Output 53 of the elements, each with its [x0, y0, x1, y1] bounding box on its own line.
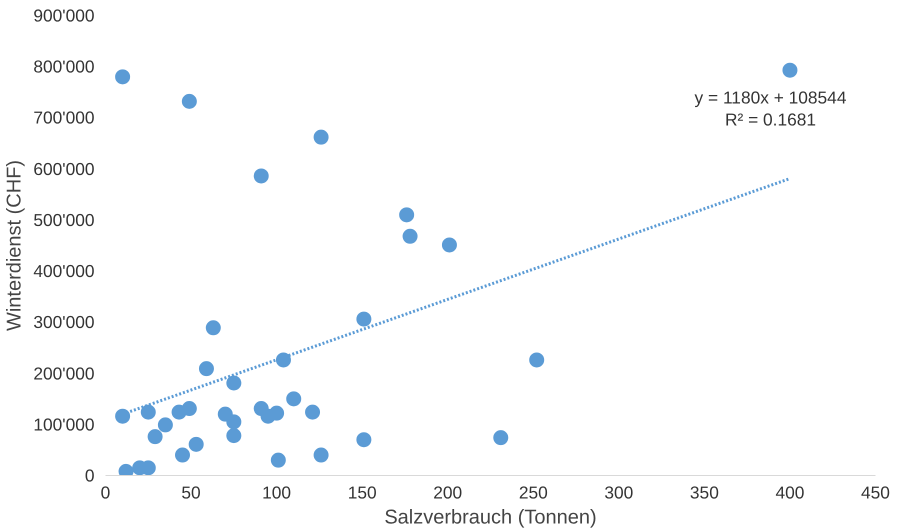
x-tick-label: 400 — [775, 482, 804, 502]
point — [442, 238, 457, 252]
point — [286, 391, 302, 406]
annotation: R² = 0.1681 — [724, 110, 816, 130]
x-tick-label: 150 — [348, 482, 377, 502]
point — [402, 228, 418, 244]
point — [314, 448, 329, 463]
point — [226, 376, 242, 390]
annotation: y = 1180x + 108544 — [694, 88, 847, 108]
point — [529, 352, 544, 368]
y-axis-title: Winterdienst (CHF) — [3, 160, 26, 332]
y-tick-label: 500'000 — [33, 210, 95, 230]
x-tick-label: 250 — [518, 482, 548, 502]
y-tick-label: 300'000 — [33, 312, 95, 332]
point — [182, 401, 197, 416]
point — [305, 404, 320, 420]
x-tick-label: 450 — [861, 482, 890, 502]
point — [115, 408, 130, 424]
point — [226, 428, 242, 444]
y-tick-label: 900'000 — [33, 6, 95, 26]
point — [182, 94, 197, 109]
point — [254, 168, 269, 184]
point — [269, 406, 284, 421]
point — [399, 207, 414, 222]
point — [493, 430, 508, 446]
y-tick-label: 800'000 — [33, 56, 95, 77]
point — [270, 452, 286, 468]
x-tick-label: 0 — [100, 482, 110, 502]
point — [188, 436, 204, 452]
y-tick-label: 100'000 — [33, 414, 95, 434]
y-tick-label: 600'000 — [33, 158, 95, 179]
point — [148, 429, 163, 444]
x-tick-label: 200 — [433, 482, 462, 502]
y-tick-label: 700'000 — [33, 108, 95, 128]
x-tick-label: 100 — [262, 482, 292, 502]
point — [175, 448, 190, 463]
y-tick-label: 200'000 — [33, 363, 95, 384]
x-tick-label: 300 — [604, 482, 634, 502]
point — [198, 361, 214, 376]
point — [356, 432, 372, 448]
point — [115, 69, 130, 84]
point — [206, 320, 221, 336]
point — [314, 130, 329, 145]
x-axis-title: Salzverbrauch (Tonnen) — [384, 506, 597, 528]
y-tick-label: 0 — [84, 466, 95, 486]
point — [140, 404, 156, 420]
point — [158, 417, 173, 432]
x-tick-label: 50 — [181, 482, 201, 502]
point — [356, 312, 372, 327]
y-tick-label: 400'000 — [33, 261, 95, 282]
x-tick-label: 350 — [690, 482, 719, 502]
point — [782, 62, 798, 78]
point — [226, 414, 242, 430]
